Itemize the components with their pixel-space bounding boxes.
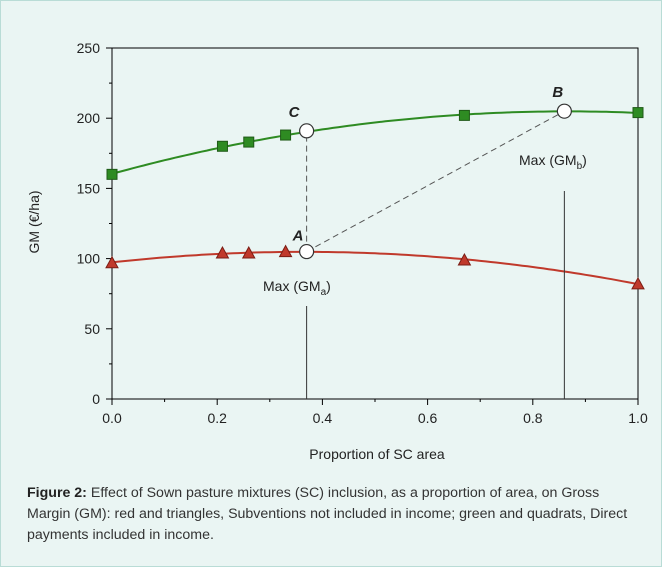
- y-tick-label: 150: [77, 180, 101, 196]
- y-axis-label: GM (€/ha): [26, 190, 42, 253]
- x-tick-label: 1.0: [628, 410, 648, 426]
- square-marker: [216, 140, 228, 152]
- triangle-marker: [457, 252, 472, 266]
- x-tick-label: 0.6: [418, 410, 438, 426]
- point-b-label: B: [552, 84, 563, 101]
- point-c-label: C: [289, 104, 301, 121]
- dashed-line-a-b: [306, 110, 565, 253]
- x-tick-label: 0.2: [207, 410, 227, 426]
- x-tick-label: 0.8: [523, 410, 543, 426]
- caption-label: Figure 2:: [27, 485, 87, 501]
- y-tick-label: 250: [77, 40, 101, 56]
- series-square-curve: [111, 110, 639, 175]
- square-marker: [458, 109, 470, 121]
- y-tick-label: 200: [77, 110, 101, 126]
- square-marker: [106, 168, 118, 180]
- square-marker: [280, 129, 292, 141]
- point-c-marker: [299, 123, 315, 139]
- x-axis-label: Proportion of SC area: [309, 446, 445, 462]
- data-marks: [105, 107, 645, 290]
- series-triangle-curve: [111, 250, 639, 286]
- square-marker: [632, 107, 644, 119]
- point-a-label: A: [292, 228, 304, 245]
- y-tick-label: 50: [84, 321, 100, 337]
- triangle-marker: [105, 255, 119, 269]
- max-gm-b-label: Max (GMb): [519, 152, 587, 172]
- triangle-marker: [631, 276, 645, 290]
- gm-chart: 0 50 100 150 200 250 0.0 0.2 0.4 0.6 0.8 1.0 A B C Max…: [26, 40, 648, 462]
- x-tick-label: 0.4: [313, 410, 333, 426]
- y-tick-label: 100: [77, 251, 101, 267]
- square-marker: [243, 136, 255, 148]
- curves: [111, 110, 639, 286]
- figure-caption: Figure 2: Effect of Sown pasture mixture…: [27, 483, 639, 546]
- triangle-marker: [215, 245, 230, 259]
- annotations: A B C Max (GMa) Max (GMb): [263, 84, 587, 399]
- max-gm-a-label: Max (GMa): [263, 278, 331, 298]
- y-tick-label: 0: [92, 391, 100, 407]
- point-b-marker: [556, 103, 572, 119]
- point-a-marker: [299, 243, 315, 260]
- triangle-marker: [278, 244, 293, 258]
- axes: 0 50 100 150 200 250 0.0 0.2 0.4 0.6 0.8 1.0: [77, 40, 648, 426]
- x-tick-label: 0.0: [102, 410, 122, 426]
- triangle-marker: [241, 245, 256, 259]
- caption-text: Effect of Sown pasture mixtures (SC) inc…: [27, 485, 628, 543]
